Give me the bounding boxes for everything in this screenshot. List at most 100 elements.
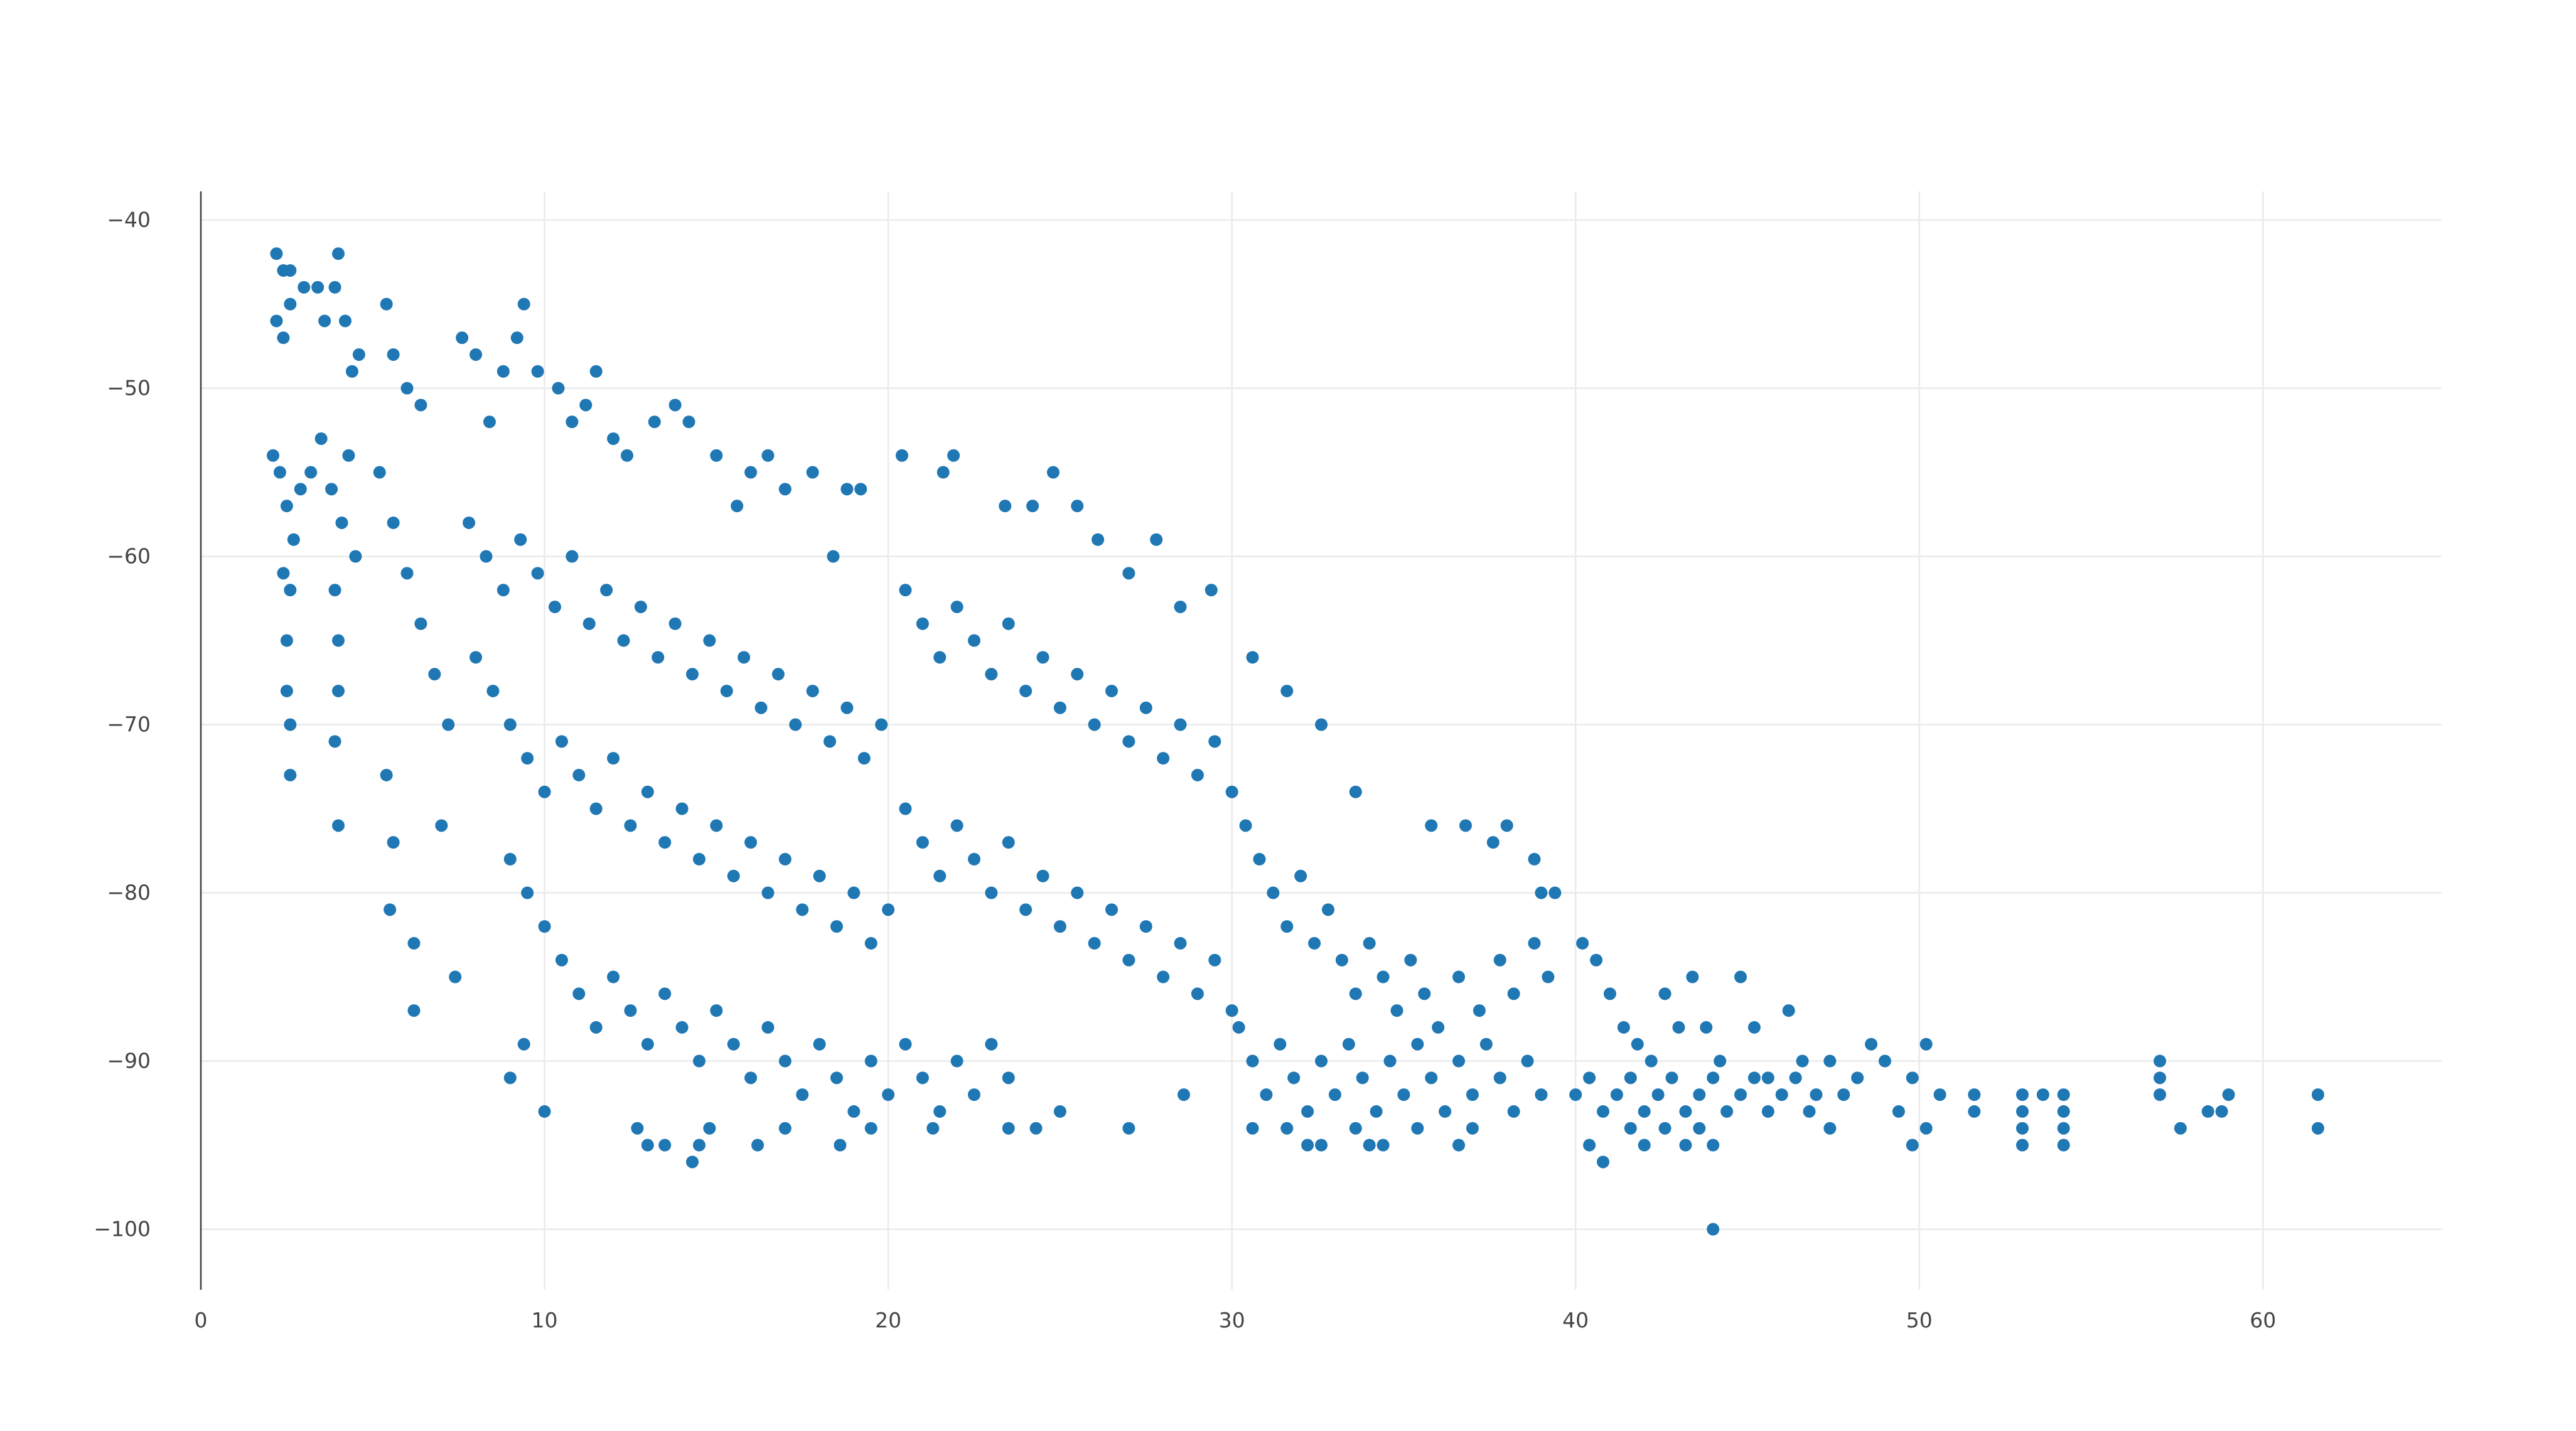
data-point xyxy=(1638,1139,1651,1152)
data-point xyxy=(504,1071,517,1084)
data-point xyxy=(1274,1038,1286,1051)
data-point xyxy=(916,1071,929,1084)
data-point xyxy=(693,853,706,866)
data-point xyxy=(1837,1088,1850,1101)
data-point xyxy=(631,1122,643,1135)
data-point xyxy=(294,483,307,495)
data-point xyxy=(2154,1055,2166,1068)
data-point xyxy=(916,836,929,849)
data-point xyxy=(1174,719,1187,731)
data-point xyxy=(1122,735,1135,748)
data-point xyxy=(807,685,819,697)
data-point xyxy=(1583,1071,1596,1084)
data-point xyxy=(504,853,517,866)
data-point xyxy=(703,635,716,647)
data-point xyxy=(335,517,348,529)
data-point xyxy=(590,803,603,815)
data-point xyxy=(755,702,768,714)
data-point xyxy=(968,1088,980,1101)
data-point xyxy=(1350,1122,1362,1135)
data-point xyxy=(648,415,661,428)
data-point xyxy=(1501,819,1513,832)
data-point xyxy=(514,533,527,546)
data-point xyxy=(1432,1021,1444,1034)
data-point xyxy=(1205,584,1218,596)
data-point xyxy=(1411,1122,1424,1135)
data-point xyxy=(641,786,654,798)
data-point xyxy=(1590,954,1602,967)
data-point xyxy=(583,618,596,630)
data-point xyxy=(1140,920,1152,933)
data-point xyxy=(658,987,671,1000)
data-point xyxy=(1294,870,1307,882)
data-point xyxy=(1535,1088,1547,1101)
data-point xyxy=(985,1038,997,1051)
data-point xyxy=(284,719,296,731)
data-point xyxy=(600,584,613,596)
data-point xyxy=(1246,1055,1258,1068)
data-point xyxy=(332,635,345,647)
data-point xyxy=(1452,1055,1465,1068)
data-point xyxy=(1968,1088,1980,1101)
data-point xyxy=(779,1055,792,1068)
data-point xyxy=(2016,1139,2029,1152)
data-point xyxy=(834,1139,846,1152)
data-point xyxy=(933,1105,946,1118)
data-point xyxy=(1439,1105,1451,1118)
data-point xyxy=(521,887,534,899)
data-point xyxy=(1720,1105,1733,1118)
data-point xyxy=(1054,1105,1066,1118)
data-point xyxy=(329,735,341,748)
data-point xyxy=(387,836,400,849)
y-tick-label: −80 xyxy=(107,881,151,905)
data-point xyxy=(1762,1071,1774,1084)
data-point xyxy=(1287,1071,1300,1084)
data-point xyxy=(607,971,620,983)
data-point xyxy=(1604,987,1616,1000)
data-point xyxy=(497,584,510,596)
data-point xyxy=(1157,752,1169,764)
data-point xyxy=(518,1038,530,1051)
data-point xyxy=(442,719,454,731)
data-point xyxy=(882,1088,894,1101)
data-point xyxy=(1659,1122,1672,1135)
data-point xyxy=(1233,1021,1245,1034)
data-point xyxy=(1466,1088,1479,1101)
data-point xyxy=(281,635,293,647)
data-point xyxy=(1851,1071,1864,1084)
data-point xyxy=(2058,1139,2070,1152)
data-point xyxy=(1494,1071,1506,1084)
data-point xyxy=(858,752,871,764)
data-point xyxy=(1638,1105,1651,1118)
data-point xyxy=(2312,1088,2324,1101)
data-point xyxy=(329,281,341,294)
data-point xyxy=(1390,1004,1403,1017)
data-point xyxy=(532,567,544,579)
data-point xyxy=(607,432,620,445)
data-point xyxy=(1253,853,1265,866)
x-tick-label: 50 xyxy=(1906,1308,1933,1332)
data-point xyxy=(1105,685,1118,697)
data-point xyxy=(267,449,279,462)
data-point xyxy=(1906,1139,1919,1152)
data-point xyxy=(1790,1071,1802,1084)
data-point xyxy=(676,1021,689,1034)
data-point xyxy=(1672,1021,1685,1034)
data-point xyxy=(1178,1088,1190,1101)
data-point xyxy=(865,937,877,950)
data-point xyxy=(1823,1055,1836,1068)
data-point xyxy=(686,1155,699,1168)
data-point xyxy=(572,769,585,781)
data-point xyxy=(703,1122,716,1135)
data-point xyxy=(1707,1139,1719,1152)
data-point xyxy=(1452,971,1465,983)
data-point xyxy=(1535,887,1547,899)
data-point xyxy=(1226,786,1238,798)
data-point xyxy=(1174,601,1187,613)
data-point xyxy=(1301,1139,1314,1152)
data-point xyxy=(854,483,867,495)
data-point xyxy=(624,1004,636,1017)
data-point xyxy=(1810,1088,1822,1101)
data-point xyxy=(387,517,400,529)
data-point xyxy=(414,399,427,411)
